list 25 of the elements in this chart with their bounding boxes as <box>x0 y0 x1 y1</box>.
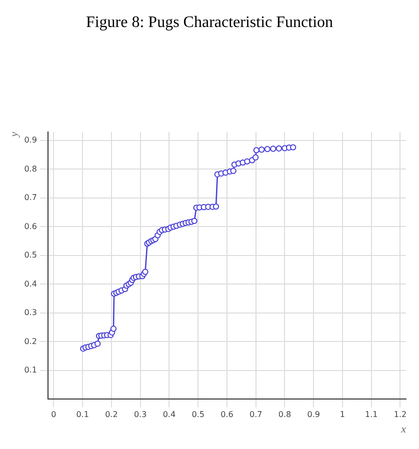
x-tick-label: 1.2 <box>394 410 407 420</box>
y-tick-label: 0.6 <box>24 222 37 231</box>
x-tick-label: 0.6 <box>220 410 234 420</box>
x-tick-label: 1.1 <box>364 410 378 420</box>
x-tick-label: 1 <box>340 410 346 420</box>
x-tick-label: 0.1 <box>76 410 89 420</box>
x-tick-label: 0.4 <box>162 410 176 420</box>
y-axis-title: y <box>8 132 20 138</box>
y-tick-label: 0.9 <box>24 136 37 145</box>
x-axis-title: x <box>400 423 406 436</box>
y-tick-label: 0.1 <box>24 366 37 375</box>
x-tick-label: 0.2 <box>105 410 118 420</box>
y-tick-label: 0.8 <box>24 164 37 174</box>
x-tick-label: 0 <box>51 410 56 420</box>
y-tick-label: 0.3 <box>24 308 37 318</box>
chart-title: Figure 8: Pugs Characteristic Function <box>84 14 334 33</box>
x-tick-label: 0.9 <box>307 410 320 420</box>
y-tick-label: 0.2 <box>24 336 37 346</box>
y-tick-label: 0.7 <box>24 193 37 202</box>
y-tick-label: 0.5 <box>24 250 37 260</box>
x-tick-label: 0.7 <box>249 410 262 420</box>
x-tick-label: 0.3 <box>134 410 147 420</box>
y-tick-label: 0.4 <box>24 279 37 288</box>
x-tick-label: 0.8 <box>278 410 292 420</box>
x-tick-label: 0.5 <box>192 410 204 420</box>
